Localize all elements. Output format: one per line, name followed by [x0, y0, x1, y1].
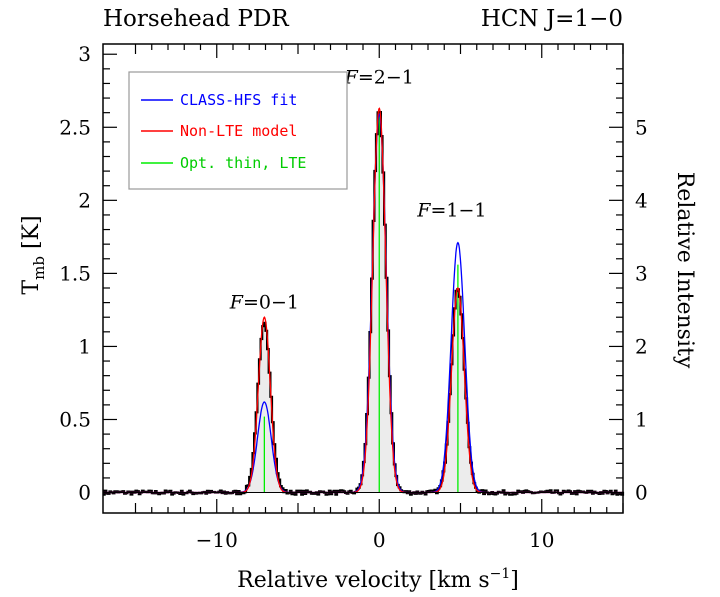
- x-tick-label: 10: [529, 528, 554, 552]
- component-label: F=1−1: [416, 200, 486, 222]
- title-right: HCN J=1−0: [481, 6, 623, 32]
- legend: CLASS-HFS fit Non-LTE model Opt. thin, L…: [128, 71, 348, 190]
- y-tick-label: 3: [78, 42, 91, 66]
- x-tick-label: 0: [373, 528, 386, 552]
- axis-ticks: [103, 44, 624, 513]
- y-tick-label: 2.5: [59, 115, 91, 139]
- lte-line-group: [263, 112, 459, 493]
- tick-labels: −10 0 10 0 0.5 1 1.5 2 2.5 3 0 1 2 3 4 5: [59, 42, 648, 552]
- y2-tick-label: 1: [635, 407, 648, 431]
- y-tick-label: 0.5: [59, 407, 91, 431]
- x-tick-label: −10: [196, 528, 238, 552]
- component-label: F=2−1: [344, 67, 414, 89]
- y2-tick-label: 4: [635, 188, 648, 212]
- y-tick-label: 0: [78, 481, 91, 505]
- component-label: F=0−1: [229, 292, 299, 314]
- y-tick-label: 1.5: [59, 261, 91, 285]
- y2-tick-label: 0: [635, 481, 648, 505]
- y-axis-title: Tmb [K]: [19, 215, 48, 294]
- y2-tick-label: 2: [635, 334, 648, 358]
- legend-label-lte: Opt. thin, LTE: [180, 154, 306, 172]
- legend-label-model: Non-LTE model: [180, 122, 297, 140]
- y-tick-label: 2: [78, 188, 91, 212]
- y2-axis-title: Relative Intensity: [672, 172, 697, 369]
- x-axis-title: Relative velocity [km s−1]: [237, 566, 519, 593]
- y-tick-label: 1: [78, 334, 91, 358]
- y2-tick-label: 3: [635, 261, 648, 285]
- y2-tick-label: 5: [635, 115, 648, 139]
- title-left: Horsehead PDR: [103, 6, 289, 32]
- legend-label-fit: CLASS-HFS fit: [180, 91, 297, 109]
